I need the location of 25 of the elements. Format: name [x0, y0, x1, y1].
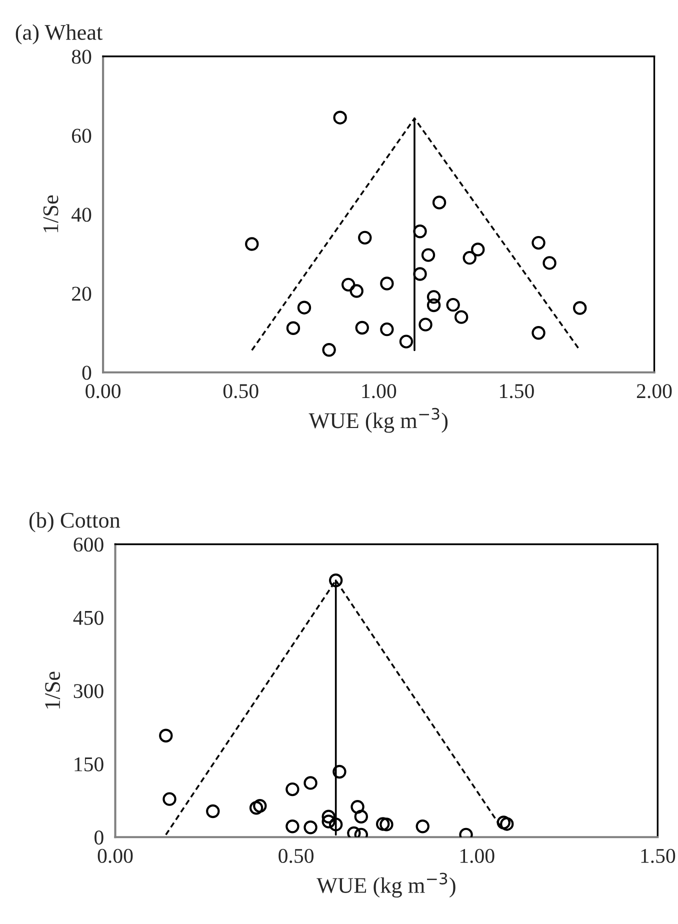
y-tick-label: 0 — [82, 366, 92, 380]
chart-title: (b) Cotton — [29, 512, 120, 532]
y-axis-title: 1/Se — [43, 195, 58, 232]
y-tick-label: 40 — [72, 208, 92, 222]
y-tick-label: 20 — [72, 286, 92, 301]
x-tick-label: 1.50 — [500, 384, 534, 398]
x-tick-label: 1.00 — [460, 848, 494, 864]
y-axis-title: 1/Se — [45, 672, 60, 708]
y-tick-label: 300 — [74, 684, 104, 698]
x-tick-label: 0.50 — [278, 848, 314, 864]
x-tick-label: 0.00 — [86, 384, 120, 398]
y-tick-label: 0 — [94, 830, 104, 845]
y-tick-label: 450 — [73, 610, 104, 625]
y-tick-label: 80 — [72, 50, 92, 64]
y-tick-label: 60 — [72, 128, 92, 143]
x-tick-label: 1.00 — [362, 384, 396, 398]
y-tick-label: 150 — [74, 757, 104, 772]
chart-title: (a) Wheat — [16, 24, 103, 44]
x-tick-label: 1.50 — [641, 848, 676, 864]
x-tick-label: 0.50 — [223, 384, 258, 398]
x-axis-title: WUE (kg m$^{−3}$) — [316, 872, 456, 898]
x-axis-title: WUE (kg m$^{−3}$) — [308, 408, 448, 433]
y-tick-label: 600 — [74, 538, 104, 552]
x-tick-label: 2.00 — [636, 384, 672, 398]
x-tick-label: 0.00 — [98, 848, 133, 864]
